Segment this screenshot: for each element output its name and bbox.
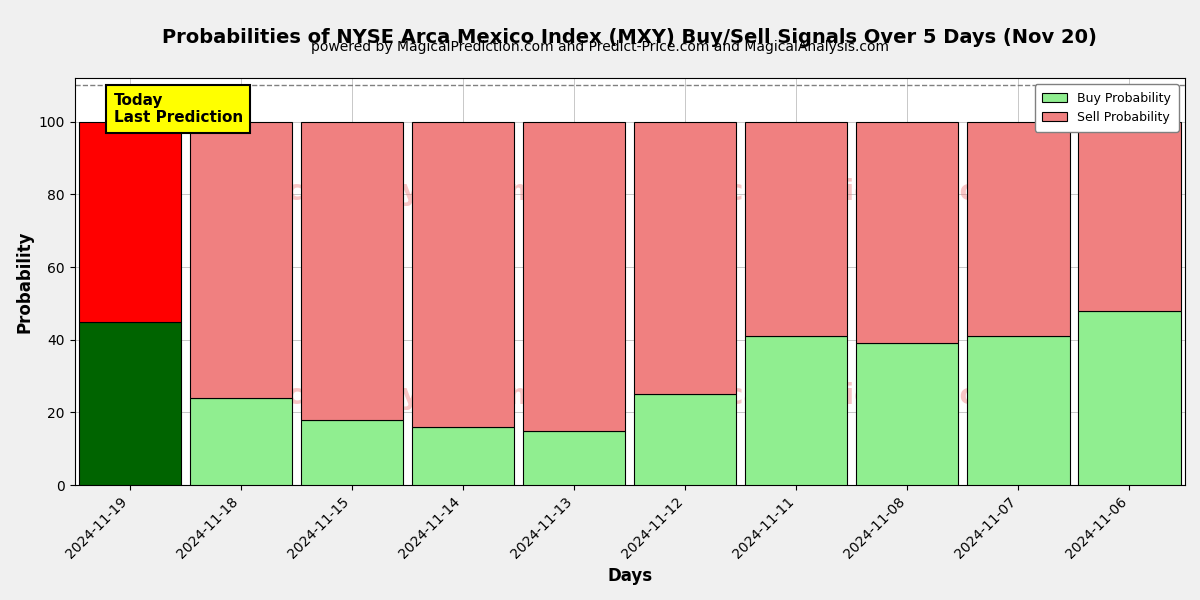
Title: Probabilities of NYSE Arca Mexico Index (MXY) Buy/Sell Signals Over 5 Days (Nov : Probabilities of NYSE Arca Mexico Index … (162, 28, 1097, 47)
Bar (635, 122, 737, 394)
Bar (190, 398, 293, 485)
Text: Today
Last Prediction: Today Last Prediction (114, 92, 242, 125)
Text: MagicalAnalysis.com: MagicalAnalysis.com (211, 382, 538, 410)
X-axis label: Days: Days (607, 567, 653, 585)
Bar (79, 122, 181, 322)
Bar (301, 419, 403, 485)
Bar (412, 427, 515, 485)
Text: MagicalPrediction.com: MagicalPrediction.com (652, 382, 1008, 410)
Y-axis label: Probability: Probability (16, 230, 34, 333)
Bar (1079, 122, 1181, 311)
Bar (745, 122, 847, 336)
Text: MagicalPrediction.com: MagicalPrediction.com (652, 178, 1008, 206)
Bar (857, 343, 959, 485)
Bar (523, 122, 625, 431)
Bar (967, 122, 1069, 336)
Bar (301, 122, 403, 419)
Bar (967, 336, 1069, 485)
Text: powered by MagicalPrediction.com and Predict-Price.com and MagicalAnalysis.com: powered by MagicalPrediction.com and Pre… (311, 40, 889, 54)
Text: MagicalAnalysis.com: MagicalAnalysis.com (211, 178, 538, 206)
Bar (523, 431, 625, 485)
Bar (635, 394, 737, 485)
Bar (745, 336, 847, 485)
Bar (412, 122, 515, 427)
Bar (190, 122, 293, 398)
Legend: Buy Probability, Sell Probability: Buy Probability, Sell Probability (1034, 84, 1178, 131)
Bar (857, 122, 959, 343)
Bar (79, 322, 181, 485)
Bar (1079, 311, 1181, 485)
